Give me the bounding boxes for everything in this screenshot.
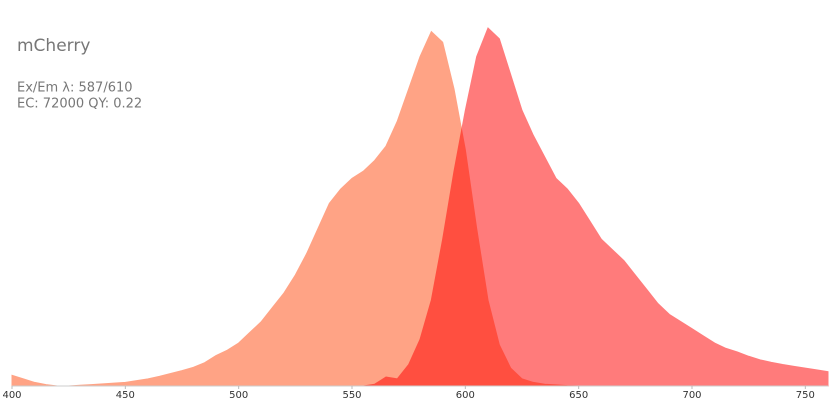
x-tick-label: 750	[796, 390, 815, 401]
x-tick-label: 550	[342, 390, 361, 401]
x-tick-label: 400	[2, 390, 21, 401]
x-tick-label: 450	[116, 390, 135, 401]
x-tick-label: 650	[569, 390, 588, 401]
x-tick-label: 500	[229, 390, 248, 401]
annotation: EC: 72000 QY: 0.22	[17, 97, 142, 112]
chart-title: mCherry	[17, 36, 90, 56]
annotation: Ex/Em λ: 587/610	[17, 81, 133, 96]
plot-area	[11, 27, 829, 387]
spectrum-area	[363, 27, 829, 387]
x-tick-label: 600	[456, 390, 475, 401]
x-tick-label: 700	[682, 390, 701, 401]
